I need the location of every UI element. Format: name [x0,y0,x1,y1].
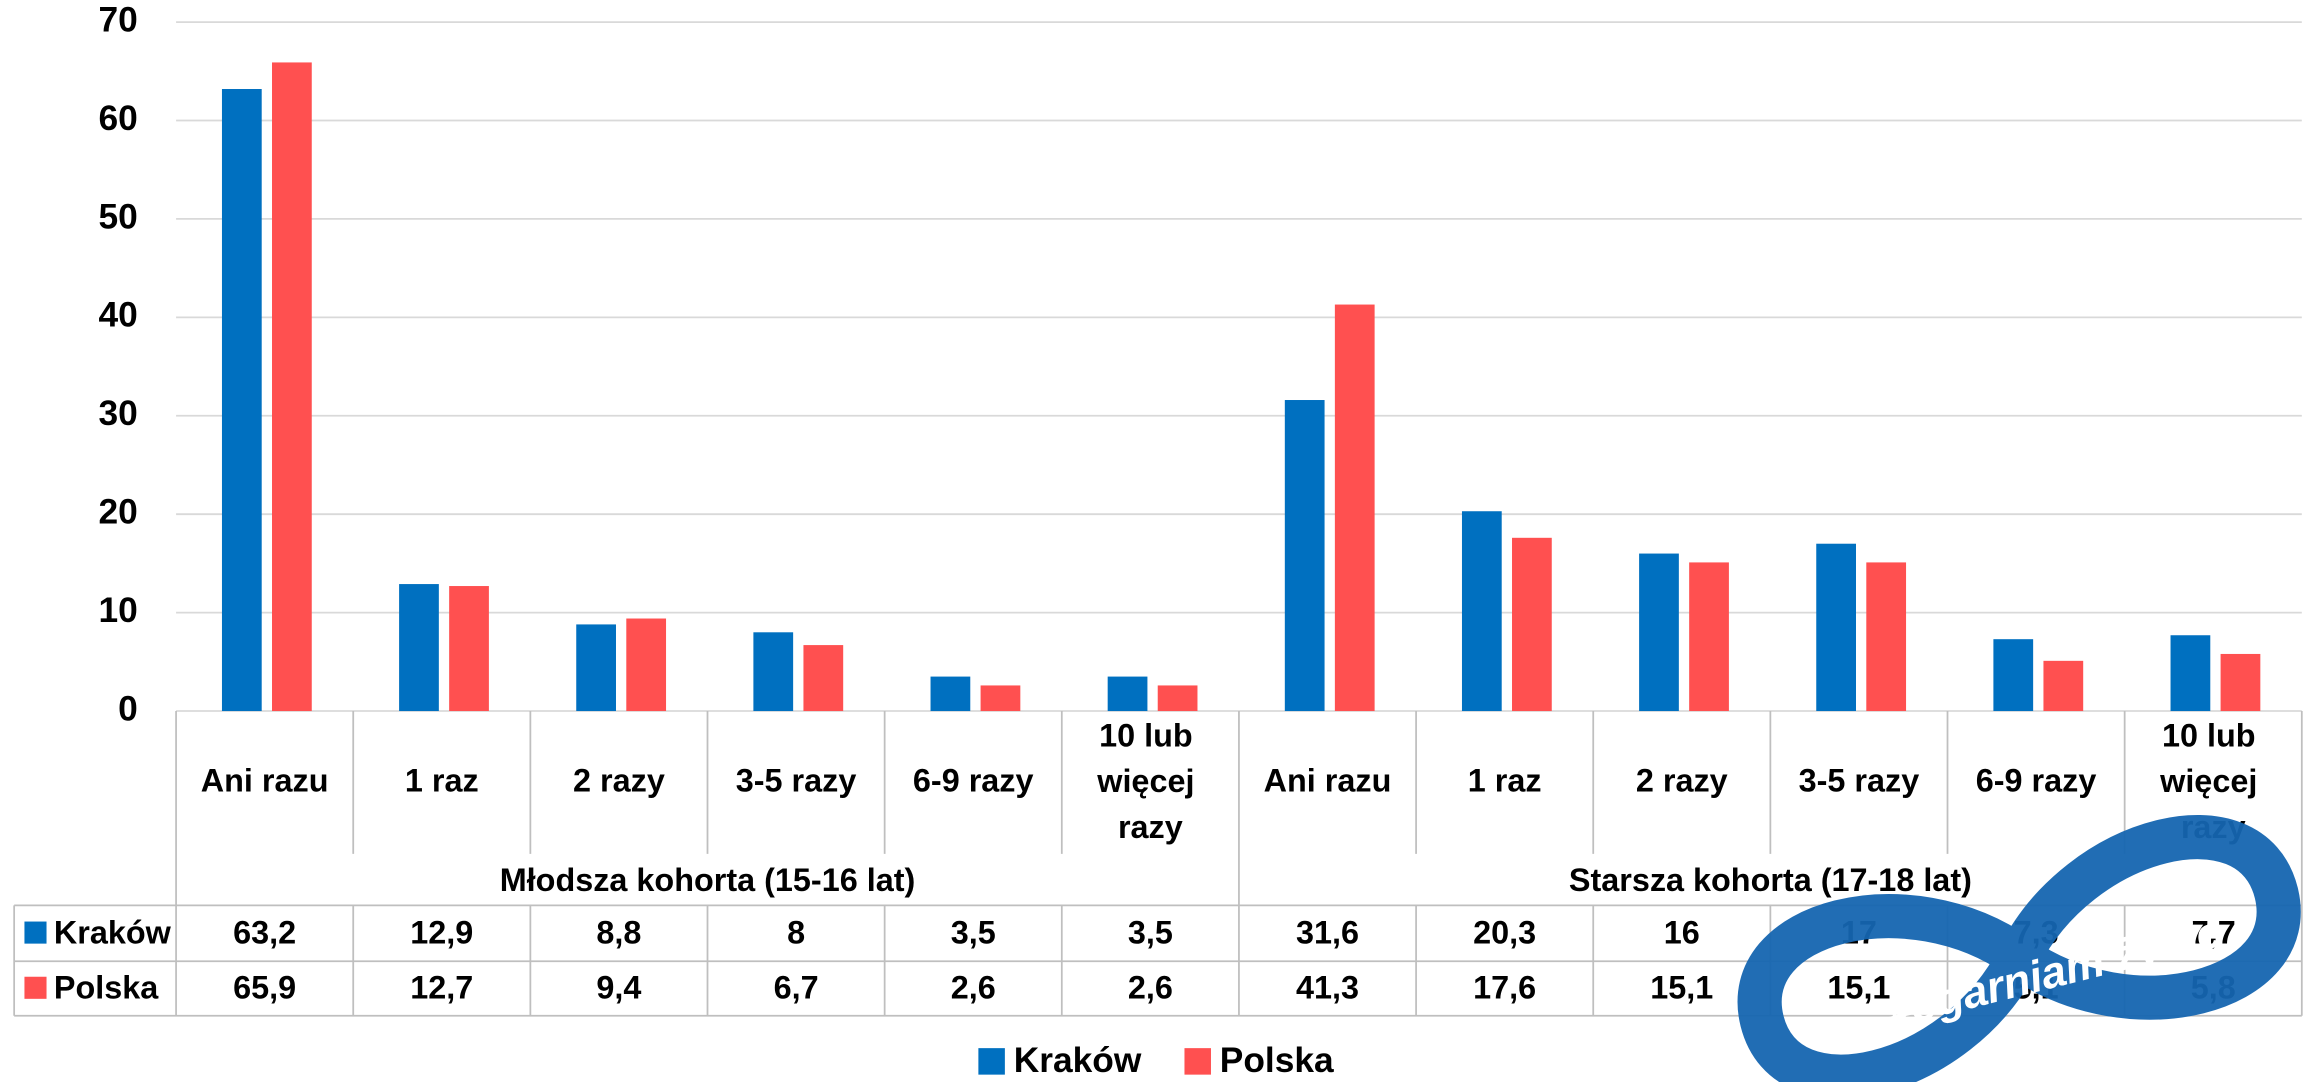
bar [1284,400,1325,712]
bar [930,676,971,712]
legend-key [1184,1048,1211,1075]
x-tick-label: 1 raz [405,763,479,799]
data-label: 8 [787,914,805,950]
x-tick-label: 6-9 razy [913,763,1034,799]
x-tick-label: Ani razu [1264,763,1392,799]
table-legend-key [24,921,47,944]
data-label: 16 [1664,914,1700,950]
x-tick-label: 3-5 razy [1799,763,1920,799]
y-tick-label: 30 [99,394,138,433]
bar [1866,562,1907,712]
y-tick-label: 10 [99,591,138,630]
bar [1816,543,1856,712]
bar [626,618,667,712]
data-label: 20,3 [1473,914,1536,950]
x-tick-label: 10 lub więcej razy [1096,717,1203,844]
data-label: 15,1 [1650,970,1713,1006]
table-legend-key [24,976,47,999]
bar [1334,304,1375,712]
x-tick-label: 2 razy [573,763,665,799]
y-tick-label: 60 [99,99,138,138]
bar [1157,685,1198,712]
data-label: 17,6 [1473,970,1536,1006]
data-label: 6,7 [774,970,819,1006]
data-label: 12,7 [410,970,473,1006]
bar [1512,537,1552,712]
logo-shape [1737,815,2301,1082]
x-tick-label: 3-5 razy [736,763,857,799]
data-label: 9,4 [596,970,641,1006]
bar [753,632,794,712]
data-label: 65,9 [233,970,296,1006]
x-tick-label: Ani razu [201,763,329,799]
bar [1993,639,2034,712]
data-label: 3,5 [951,914,996,950]
data-label: 2,6 [951,970,996,1006]
x-tick-label: 2 razy [1636,763,1728,799]
bar [272,62,312,712]
bar [576,624,616,712]
data-label: 15,1 [1827,970,1890,1006]
bar [449,586,489,712]
bar [803,645,844,712]
table-row-label: Polska [54,970,159,1006]
y-tick-label: 70 [99,0,138,39]
bar [1689,562,1729,712]
y-tick-label: 20 [99,493,138,532]
bar [221,89,262,712]
data-label: 7,7 [2191,914,2236,950]
y-tick-label: 40 [99,296,138,335]
data-label: 3,5 [1128,914,1173,950]
bar [1639,553,1679,712]
y-tick-label: 50 [99,197,138,236]
data-label: 12,9 [410,914,473,950]
bar [399,584,439,712]
x-tick-label: 1 raz [1468,763,1542,799]
x-tick-label: 10 lub więcej razy [2159,717,2266,844]
data-label: 63,2 [233,914,296,950]
bar [980,685,1021,712]
table-row-label: Kraków [54,914,172,950]
legend-label: Polska [1220,1041,1334,1080]
group-label: Młodsza kohorta (15-16 lat) [500,862,916,898]
group-label: Starsza kohorta (17-18 lat) [1569,862,1972,898]
legend-key [978,1048,1005,1075]
bar [2170,635,2211,712]
legend-label: Kraków [1014,1041,1142,1080]
data-label: 41,3 [1296,970,1359,1006]
logo: #ogarniam życie [1737,815,2301,1082]
bar [2043,660,2084,712]
bar [2220,653,2261,712]
data-label: 31,6 [1296,914,1359,950]
bar [1107,676,1148,712]
data-label: 2,6 [1128,970,1173,1006]
y-tick-label: 0 [118,689,138,728]
bar [1461,511,1502,712]
x-tick-label: 6-9 razy [1976,763,2097,799]
data-label: 8,8 [596,914,641,950]
